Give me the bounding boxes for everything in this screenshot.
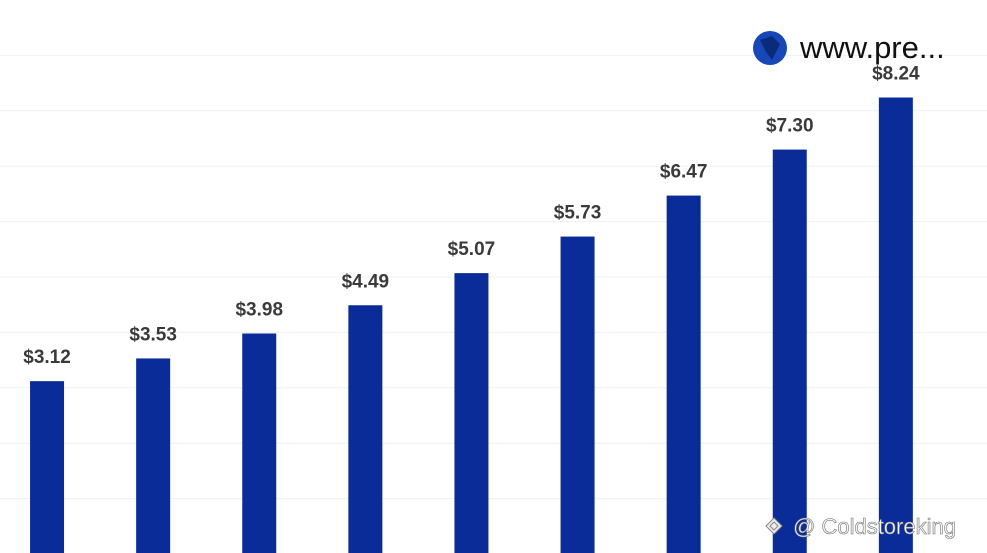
site-icon-shape xyxy=(760,36,780,60)
value-label: $3.98 xyxy=(235,300,283,321)
value-label: $6.47 xyxy=(660,162,708,183)
value-label: $5.73 xyxy=(554,203,602,224)
bar xyxy=(560,236,595,553)
bar xyxy=(878,97,913,553)
plot: $3.12 $3.53 $3.98 $4.49 $5.07 $5.73 $6.47 $7.30… xyxy=(0,54,987,553)
site-text: www.pre... xyxy=(799,30,945,65)
value-label: $8.24 xyxy=(872,64,920,85)
site-watermark: www.pre... xyxy=(753,30,945,65)
value-label: $4.49 xyxy=(342,271,390,292)
author-text: @ Coldstoreking xyxy=(793,514,956,539)
value-label: $3.53 xyxy=(129,324,177,345)
bar xyxy=(348,305,383,553)
bar xyxy=(666,195,701,553)
bar xyxy=(454,273,489,553)
bar xyxy=(30,381,65,553)
bar xyxy=(772,149,807,553)
author-icon xyxy=(765,517,783,535)
bar xyxy=(242,333,277,553)
value-label: $5.07 xyxy=(448,239,496,260)
value-label: $7.30 xyxy=(766,116,814,137)
author-watermark: @ Coldstoreking xyxy=(765,514,956,539)
value-label: $3.12 xyxy=(23,347,71,368)
bar xyxy=(136,358,171,553)
